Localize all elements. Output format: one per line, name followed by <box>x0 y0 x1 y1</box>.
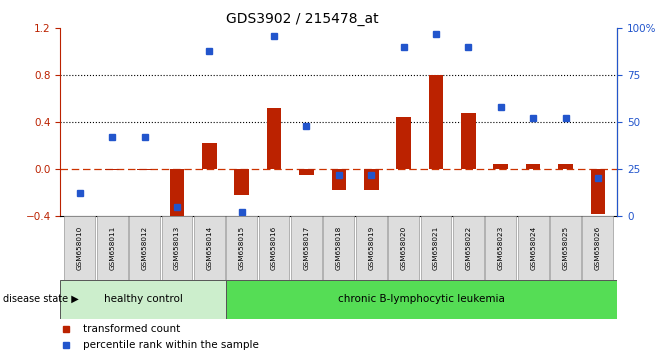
Bar <box>389 216 419 280</box>
Text: GSM658011: GSM658011 <box>109 226 115 270</box>
Text: GSM658014: GSM658014 <box>207 226 212 270</box>
Text: GSM658013: GSM658013 <box>174 226 180 270</box>
Bar <box>526 164 540 169</box>
Text: GSM658021: GSM658021 <box>433 226 439 270</box>
Bar <box>453 216 484 280</box>
Bar <box>485 216 516 280</box>
Text: GSM658012: GSM658012 <box>142 226 148 270</box>
Bar <box>234 169 249 195</box>
Bar <box>558 164 573 169</box>
Bar <box>226 216 257 280</box>
Text: GSM658016: GSM658016 <box>271 226 277 270</box>
Bar <box>461 113 476 169</box>
Bar <box>162 216 193 280</box>
Text: GSM658017: GSM658017 <box>303 226 309 270</box>
Text: GDS3902 / 215478_at: GDS3902 / 215478_at <box>225 12 378 27</box>
Bar <box>356 216 386 280</box>
Bar <box>105 169 119 170</box>
Text: healthy control: healthy control <box>103 294 183 304</box>
Bar <box>299 169 314 175</box>
Text: GSM658024: GSM658024 <box>530 226 536 270</box>
Bar <box>331 169 346 190</box>
Bar <box>225 280 617 319</box>
Bar <box>493 164 508 169</box>
Text: GSM658026: GSM658026 <box>595 226 601 270</box>
Bar <box>97 216 127 280</box>
Text: GSM658015: GSM658015 <box>239 226 245 270</box>
Bar <box>194 216 225 280</box>
Text: transformed count: transformed count <box>83 324 180 334</box>
Text: GSM658025: GSM658025 <box>562 226 568 270</box>
Bar <box>397 118 411 169</box>
Bar <box>364 169 378 190</box>
Text: GSM658018: GSM658018 <box>336 226 342 270</box>
Bar <box>267 108 281 169</box>
Text: GSM658020: GSM658020 <box>401 226 407 270</box>
Bar <box>550 216 581 280</box>
Bar <box>170 169 185 222</box>
Bar <box>138 169 152 170</box>
Text: percentile rank within the sample: percentile rank within the sample <box>83 340 258 350</box>
Bar <box>130 216 160 280</box>
Bar <box>259 216 289 280</box>
Bar <box>582 216 613 280</box>
Text: disease state ▶: disease state ▶ <box>3 294 79 304</box>
Text: GSM658010: GSM658010 <box>76 226 83 270</box>
Bar <box>421 216 452 280</box>
Bar <box>291 216 322 280</box>
Bar <box>202 143 217 169</box>
Text: GSM658022: GSM658022 <box>466 226 471 270</box>
Text: GSM658019: GSM658019 <box>368 226 374 270</box>
Text: chronic B-lymphocytic leukemia: chronic B-lymphocytic leukemia <box>338 294 505 304</box>
Bar <box>429 75 444 169</box>
Bar <box>60 280 225 319</box>
Bar <box>518 216 548 280</box>
Text: GSM658023: GSM658023 <box>498 226 504 270</box>
Bar <box>323 216 354 280</box>
Bar <box>64 216 95 280</box>
Bar <box>590 169 605 213</box>
